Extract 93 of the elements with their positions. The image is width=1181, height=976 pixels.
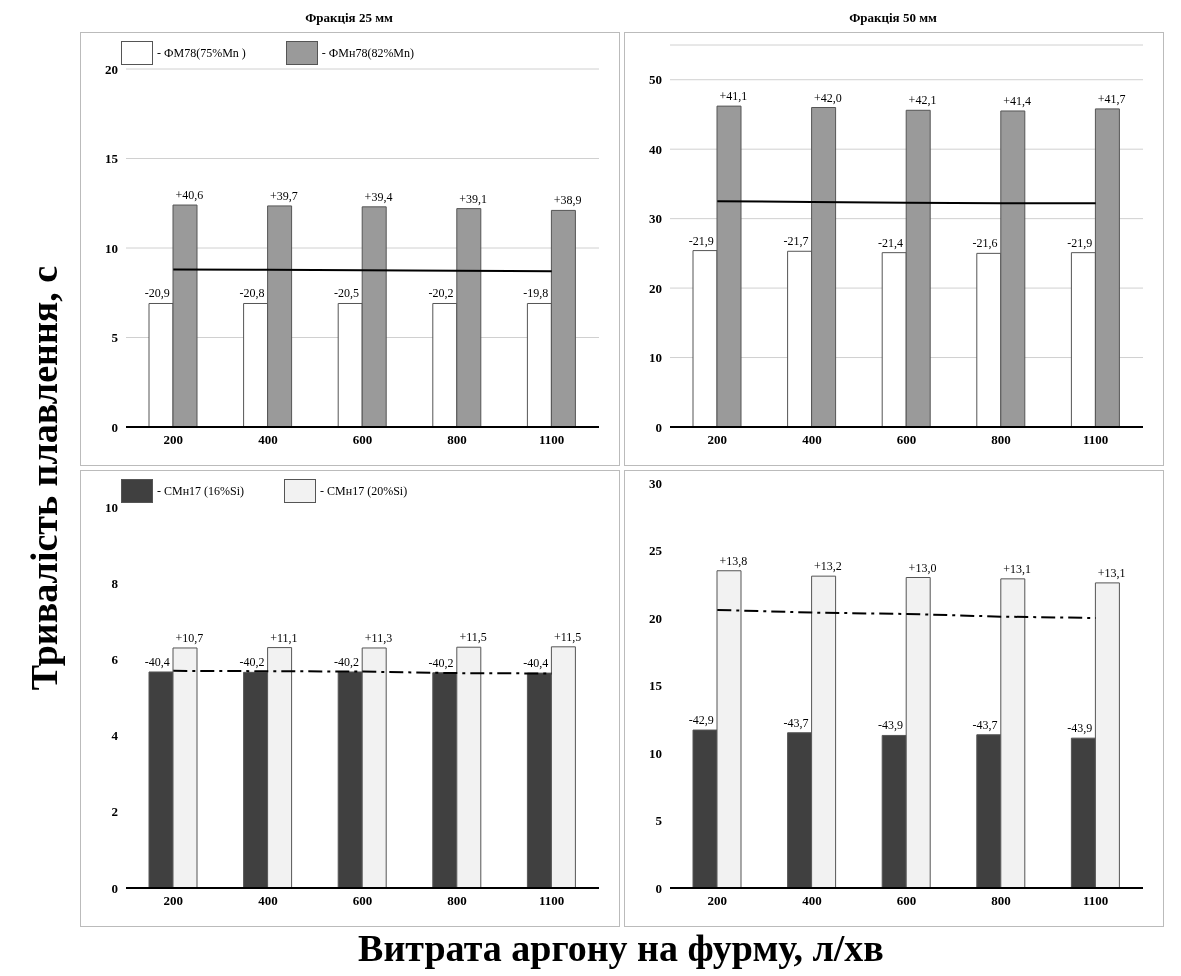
annotation: +13,8 — [719, 553, 748, 568]
legend-label: - СМн17 (16%Si) — [157, 483, 245, 499]
legend-label: - ФМн78(82%Mn) — [321, 45, 415, 61]
annotation: +40,6 — [175, 188, 204, 203]
annotation: -40,4 — [523, 656, 549, 671]
chart-title: Фракція 50 мм — [848, 10, 938, 27]
y-tick-label: 10 — [649, 350, 662, 366]
annotation: -40,2 — [428, 655, 454, 670]
annotation: +39,7 — [270, 188, 298, 203]
annotation: +42,1 — [908, 93, 937, 108]
annotation: -43,9 — [1067, 721, 1093, 736]
annotation: -20,5 — [334, 286, 359, 301]
x-tick-label: 600 — [352, 432, 373, 448]
annotation: -43,9 — [878, 718, 903, 733]
x-tick-label: 1100 — [539, 893, 565, 909]
annotation: -43,7 — [972, 717, 998, 732]
y-tick-label: 5 — [655, 813, 663, 829]
annotation: +11,5 — [554, 629, 582, 644]
annotation: +41,7 — [1097, 91, 1126, 106]
y-axis-title: Тривалість плавлення, с — [22, 265, 66, 691]
x-tick-label: 1100 — [1083, 893, 1109, 909]
x-tick-label: 800 — [447, 893, 467, 909]
y-tick-label: 15 — [649, 678, 663, 694]
y-tick-label: 10 — [649, 745, 662, 761]
annotation: -21,4 — [878, 235, 903, 250]
y-tick-label: 0 — [655, 880, 662, 896]
annotation: +13,1 — [1097, 565, 1126, 580]
annotation: +13,2 — [814, 559, 842, 574]
annotation: -43,7 — [783, 715, 809, 730]
y-tick-label: 8 — [111, 575, 119, 591]
y-tick-label: 20 — [649, 280, 662, 296]
y-tick-label: 30 — [649, 211, 662, 227]
annotation: -20,2 — [428, 286, 454, 301]
x-tick-label: 200 — [707, 432, 728, 448]
x-tick-label: 800 — [447, 432, 467, 448]
y-tick-label: 30 — [649, 475, 662, 491]
x-axis-title: Витрата аргону на фурму, л/хв — [357, 926, 885, 970]
y-tick-label: 6 — [111, 652, 119, 668]
x-tick-label: 600 — [896, 893, 917, 909]
annotation: -21,9 — [1067, 235, 1093, 250]
y-tick-label: 5 — [111, 330, 119, 346]
x-tick-label: 800 — [991, 893, 1011, 909]
x-tick-label: 400 — [258, 893, 278, 909]
y-tick-label: 50 — [649, 72, 662, 88]
x-tick-label: 200 — [163, 432, 184, 448]
x-tick-label: 800 — [991, 432, 1011, 448]
x-tick-label: 400 — [258, 432, 278, 448]
x-tick-label: 600 — [896, 432, 917, 448]
y-tick-label: 40 — [649, 141, 662, 157]
chart-title: Фракція 25 мм — [304, 10, 394, 27]
x-tick-label: 400 — [802, 432, 822, 448]
annotation: +10,7 — [175, 630, 204, 645]
annotation: -40,2 — [334, 654, 359, 669]
annotation: -40,4 — [144, 654, 170, 669]
annotation: +41,1 — [719, 89, 748, 104]
annotation: -21,7 — [783, 234, 809, 249]
annotation: -42,9 — [688, 713, 714, 728]
y-tick-label: 25 — [649, 543, 663, 559]
annotation: +11,5 — [459, 630, 487, 645]
annotation: +41,4 — [1003, 93, 1031, 108]
x-tick-label: 200 — [707, 893, 728, 909]
y-tick-label: 4 — [111, 728, 119, 744]
x-tick-label: 1100 — [1083, 432, 1109, 448]
annotation: -21,9 — [688, 233, 714, 248]
annotation: +42,0 — [814, 90, 842, 105]
y-tick-label: 0 — [111, 419, 118, 435]
x-tick-label: 1100 — [539, 432, 565, 448]
x-tick-label: 400 — [802, 893, 822, 909]
x-tick-label: 600 — [352, 893, 373, 909]
annotation: +11,3 — [364, 630, 393, 645]
y-tick-label: 0 — [655, 419, 662, 435]
y-tick-label: 15 — [105, 151, 119, 167]
annotation: +38,9 — [553, 193, 582, 208]
annotation: -40,2 — [239, 655, 265, 670]
annotation: +13,1 — [1003, 561, 1031, 576]
annotation: +39,1 — [459, 191, 487, 206]
annotation: +11,1 — [270, 630, 298, 645]
line-series — [716, 608, 1097, 619]
annotation: -20,8 — [239, 286, 265, 301]
y-tick-label: 20 — [649, 610, 662, 626]
legend-label: - ФМ78(75%Mn ) — [157, 45, 246, 61]
x-tick-label: 200 — [163, 893, 184, 909]
annotation: +13,0 — [908, 560, 937, 575]
legend-label: - СМн17 (20%Si) — [320, 483, 408, 499]
annotation: -19,8 — [523, 286, 549, 301]
y-tick-label: 10 — [105, 240, 118, 256]
y-tick-label: 10 — [105, 499, 118, 515]
annotation: +39,4 — [364, 189, 393, 204]
y-tick-label: 20 — [105, 61, 118, 77]
annotation: -20,9 — [144, 286, 170, 301]
y-tick-label: 0 — [111, 880, 118, 896]
y-tick-label: 2 — [111, 804, 118, 820]
annotation: -21,6 — [972, 236, 998, 251]
